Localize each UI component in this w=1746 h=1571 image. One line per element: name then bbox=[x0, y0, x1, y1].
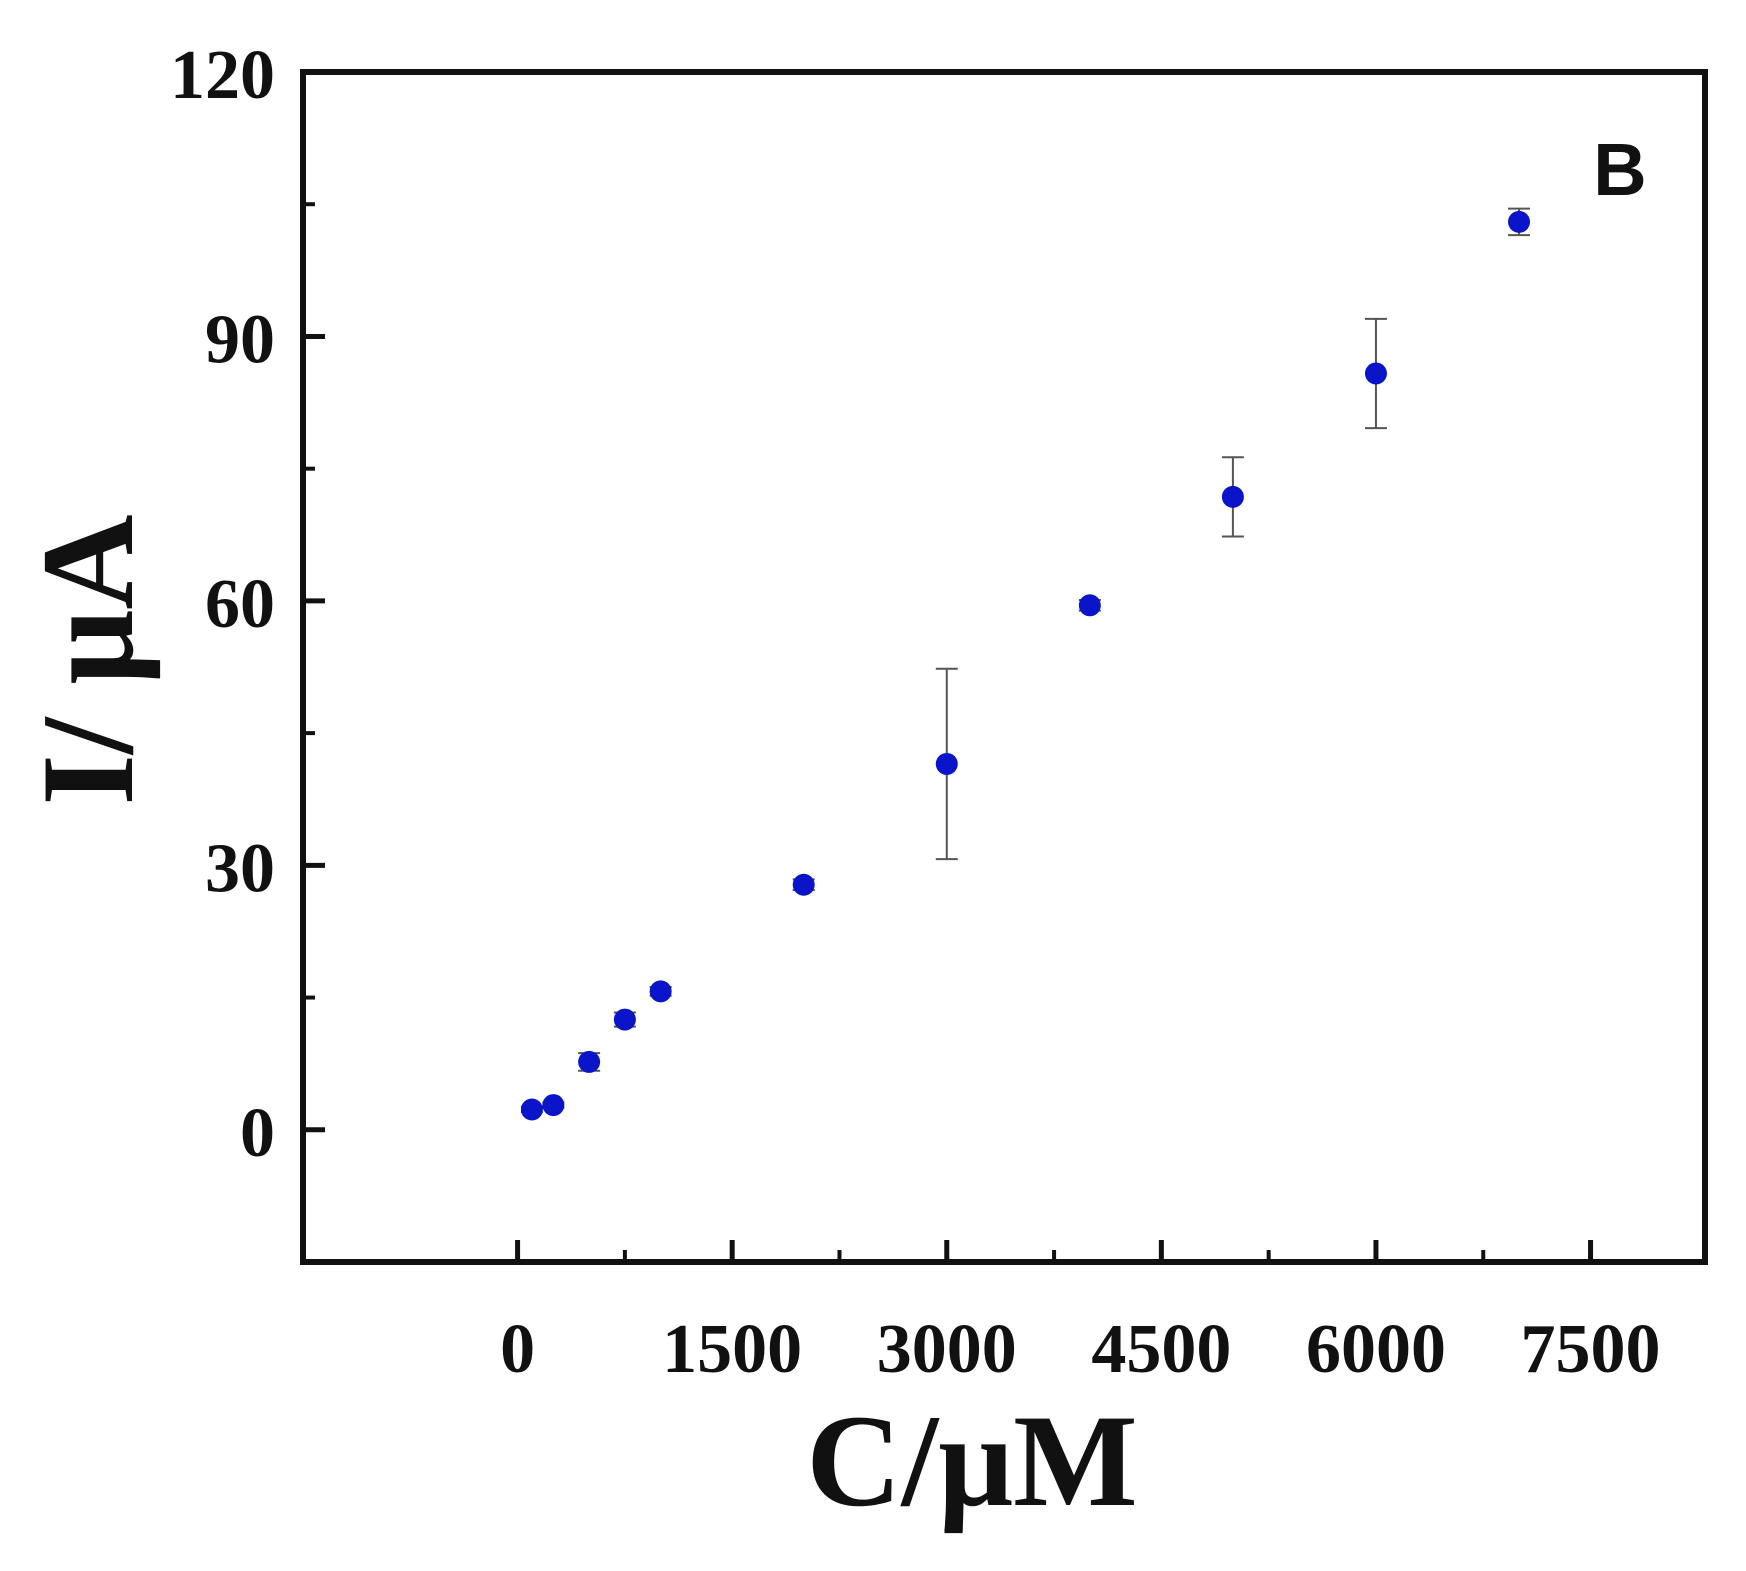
y-axis-ticks bbox=[303, 69, 325, 1133]
plot-frame bbox=[300, 69, 1708, 1265]
x-tick-label: 6000 bbox=[1306, 1311, 1446, 1388]
panel-label: B bbox=[1593, 128, 1646, 211]
data-point bbox=[792, 873, 815, 896]
data-point bbox=[520, 1098, 543, 1121]
error-bars bbox=[520, 207, 1531, 1114]
y-tick-label: 60 bbox=[205, 566, 275, 643]
data-point bbox=[1221, 485, 1244, 508]
data-points bbox=[520, 210, 1531, 1121]
x-tick-label: 0 bbox=[500, 1311, 535, 1388]
y-tick-label: 90 bbox=[205, 301, 275, 378]
x-tick-label: 4500 bbox=[1091, 1311, 1231, 1388]
y-tick-label: 120 bbox=[170, 37, 275, 114]
x-axis-ticks bbox=[515, 1240, 1594, 1262]
x-axis-tick-labels: 0 1500 3000 4500 6000 7500 bbox=[500, 1311, 1660, 1388]
x-tick-label: 7500 bbox=[1521, 1311, 1661, 1388]
data-point bbox=[542, 1094, 565, 1117]
data-point bbox=[1078, 594, 1101, 617]
y-tick-label: 30 bbox=[205, 830, 275, 907]
y-tick-label: 0 bbox=[240, 1095, 275, 1172]
data-point bbox=[578, 1050, 601, 1073]
x-tick-label: 3000 bbox=[877, 1311, 1017, 1388]
data-point bbox=[1364, 362, 1387, 385]
data-point bbox=[935, 752, 958, 775]
x-tick-label: 1500 bbox=[662, 1311, 802, 1388]
data-point bbox=[649, 980, 672, 1003]
data-point bbox=[613, 1008, 636, 1031]
data-point bbox=[1508, 210, 1531, 233]
x-axis-title: C/μM bbox=[806, 1387, 1137, 1534]
y-axis-title: I/ μA bbox=[14, 514, 161, 805]
y-axis-tick-labels: 0 30 60 90 120 bbox=[170, 37, 275, 1172]
